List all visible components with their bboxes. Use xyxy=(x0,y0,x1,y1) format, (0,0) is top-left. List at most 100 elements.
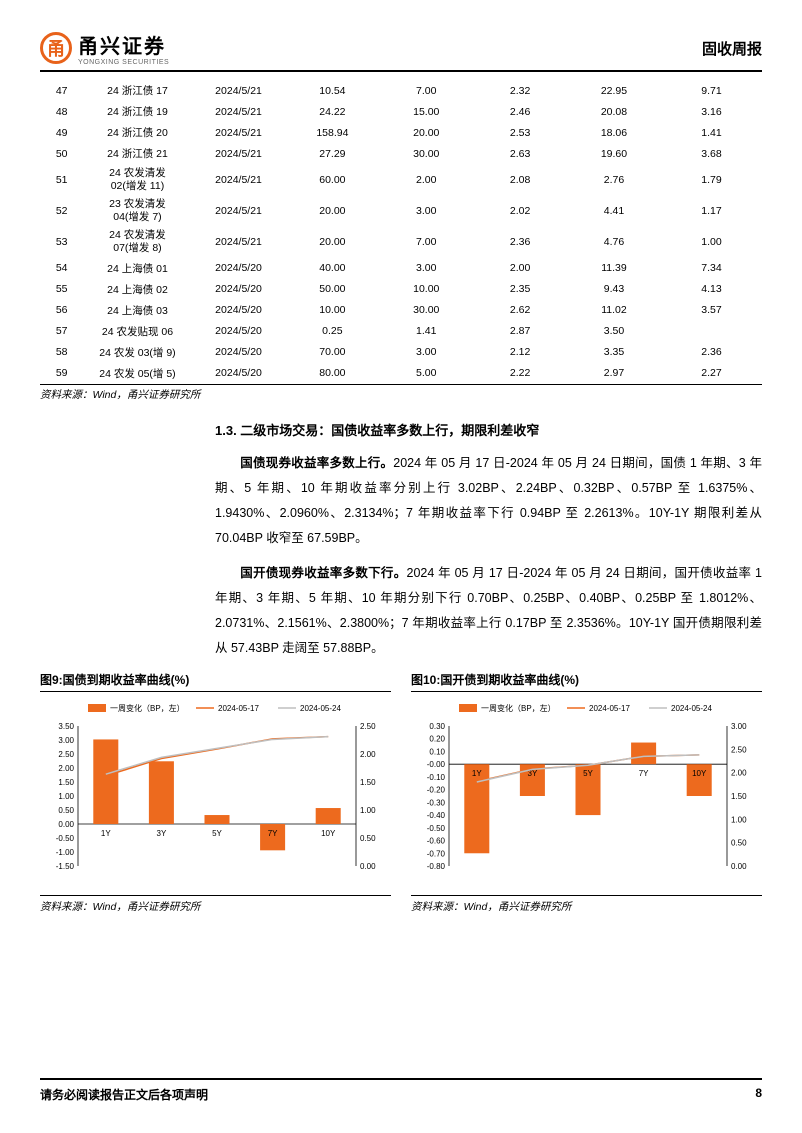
table-cell: 1.00 xyxy=(661,226,762,257)
table-cell: 80.00 xyxy=(285,363,379,385)
svg-text:-0.40: -0.40 xyxy=(427,811,446,820)
svg-text:0.20: 0.20 xyxy=(429,734,445,743)
table-cell: 3.00 xyxy=(379,258,473,279)
svg-text:0.00: 0.00 xyxy=(360,862,376,871)
table-cell: 2024/5/21 xyxy=(192,164,286,195)
table-cell: 4.76 xyxy=(567,226,661,257)
table-source: 资料来源：Wind，甬兴证券研究所 xyxy=(40,387,762,402)
chart9-source: 资料来源：Wind，甬兴证券研究所 xyxy=(40,895,391,914)
svg-text:2.00: 2.00 xyxy=(731,768,747,777)
svg-text:2.50: 2.50 xyxy=(58,750,74,759)
table-cell: 3.50 xyxy=(567,321,661,342)
svg-text:-0.00: -0.00 xyxy=(427,760,446,769)
table-cell: 7.34 xyxy=(661,258,762,279)
table-row: 5024 浙江债 212024/5/2127.2930.002.6319.603… xyxy=(40,143,762,164)
logo-icon: 甬 xyxy=(40,32,72,64)
table-cell: 5.00 xyxy=(379,363,473,385)
page-header: 甬 甬兴证券 YONGXING SECURITIES 固收周报 xyxy=(40,30,762,72)
table-cell: 24.22 xyxy=(285,101,379,122)
logo-text: 甬兴证券 YONGXING SECURITIES xyxy=(78,30,169,66)
table-cell: 10.00 xyxy=(379,279,473,300)
svg-text:2024-05-24: 2024-05-24 xyxy=(300,704,341,713)
svg-text:7Y: 7Y xyxy=(268,829,278,838)
table-cell: 11.39 xyxy=(567,258,661,279)
table-cell: 57 xyxy=(40,321,83,342)
svg-text:10Y: 10Y xyxy=(692,769,707,778)
svg-text:2024-05-24: 2024-05-24 xyxy=(671,704,712,713)
svg-text:7Y: 7Y xyxy=(639,769,649,778)
table-cell: 49 xyxy=(40,122,83,143)
chart9-block: 图9:国债到期收益率曲线(%) 一周变化（BP，左）2024-05-172024… xyxy=(40,671,391,914)
table-row: 5124 农发清发 02(增发 11)2024/5/2160.002.002.0… xyxy=(40,164,762,195)
table-cell: 2.35 xyxy=(473,279,567,300)
table-cell: 1.79 xyxy=(661,164,762,195)
logo-cn: 甬兴证券 xyxy=(78,30,169,59)
svg-text:1Y: 1Y xyxy=(472,769,482,778)
table-cell: 2024/5/20 xyxy=(192,300,286,321)
table-cell: 2024/5/20 xyxy=(192,363,286,385)
table-cell: 40.00 xyxy=(285,258,379,279)
svg-text:10Y: 10Y xyxy=(321,829,336,838)
table-cell: 54 xyxy=(40,258,83,279)
table-cell: 2024/5/21 xyxy=(192,226,286,257)
table-cell: 48 xyxy=(40,101,83,122)
table-cell: 52 xyxy=(40,195,83,226)
svg-text:0.50: 0.50 xyxy=(58,806,74,815)
chart9-title: 图9:国债到期收益率曲线(%) xyxy=(40,671,391,692)
svg-text:-0.50: -0.50 xyxy=(56,834,75,843)
table-cell: 2024/5/21 xyxy=(192,195,286,226)
footer-note: 请务必阅读报告正文后各项声明 xyxy=(40,1086,208,1103)
table-row: 5924 农发 05(增 5)2024/5/2080.005.002.222.9… xyxy=(40,363,762,385)
table-cell: 10.54 xyxy=(285,80,379,101)
table-cell: 2.00 xyxy=(379,164,473,195)
svg-text:5Y: 5Y xyxy=(583,769,593,778)
table-cell: 24 上海债 01 xyxy=(83,258,191,279)
table-cell: 2.87 xyxy=(473,321,567,342)
table-cell: 58 xyxy=(40,342,83,363)
table-cell: 3.00 xyxy=(379,195,473,226)
table-row: 4924 浙江债 202024/5/21158.9420.002.5318.06… xyxy=(40,122,762,143)
table-cell: 3.16 xyxy=(661,101,762,122)
table-cell: 11.02 xyxy=(567,300,661,321)
table-cell: 2.53 xyxy=(473,122,567,143)
table-row: 5223 农发清发 04(增发 7)2024/5/2120.003.002.02… xyxy=(40,195,762,226)
para2-lead: 国开债现券收益率多数下行。 xyxy=(240,566,407,580)
table-cell: 56 xyxy=(40,300,83,321)
svg-text:3.00: 3.00 xyxy=(58,736,74,745)
table-cell: 24 农发清发 02(增发 11) xyxy=(83,164,191,195)
section-title: 1.3. 二级市场交易：国债收益率多数上行，期限利差收窄 xyxy=(215,420,762,439)
table-cell: 7.00 xyxy=(379,80,473,101)
svg-text:0.50: 0.50 xyxy=(360,834,376,843)
paragraph-2: 国开债现券收益率多数下行。2024 年 05 月 17 日-2024 年 05 … xyxy=(215,561,762,661)
svg-text:2.00: 2.00 xyxy=(58,764,74,773)
table-cell: 24 农发清发 07(增发 8) xyxy=(83,226,191,257)
table-cell: 24 上海债 03 xyxy=(83,300,191,321)
table-cell: 1.41 xyxy=(661,122,762,143)
table-cell: 2.46 xyxy=(473,101,567,122)
svg-text:-0.80: -0.80 xyxy=(427,862,446,871)
table-cell: 1.17 xyxy=(661,195,762,226)
table-cell: 3.68 xyxy=(661,143,762,164)
table-cell: 4.13 xyxy=(661,279,762,300)
table-cell: 7.00 xyxy=(379,226,473,257)
table-row: 5324 农发清发 07(增发 8)2024/5/2120.007.002.36… xyxy=(40,226,762,257)
table-cell: 24 上海债 02 xyxy=(83,279,191,300)
svg-text:3Y: 3Y xyxy=(157,829,167,838)
svg-text:1Y: 1Y xyxy=(101,829,111,838)
svg-text:0.30: 0.30 xyxy=(429,722,445,731)
table-cell: 2.36 xyxy=(473,226,567,257)
svg-text:-0.30: -0.30 xyxy=(427,798,446,807)
table-cell: 24 浙江债 19 xyxy=(83,101,191,122)
table-cell: 0.25 xyxy=(285,321,379,342)
svg-text:1.50: 1.50 xyxy=(58,778,74,787)
table-cell: 15.00 xyxy=(379,101,473,122)
svg-text:-0.50: -0.50 xyxy=(427,823,446,832)
table-cell: 1.41 xyxy=(379,321,473,342)
table-cell: 2.08 xyxy=(473,164,567,195)
charts-row: 图9:国债到期收益率曲线(%) 一周变化（BP，左）2024-05-172024… xyxy=(40,671,762,914)
table-cell: 10.00 xyxy=(285,300,379,321)
logo: 甬 甬兴证券 YONGXING SECURITIES xyxy=(40,30,169,66)
svg-text:3.50: 3.50 xyxy=(58,722,74,731)
table-cell: 2.97 xyxy=(567,363,661,385)
table-cell: 2.32 xyxy=(473,80,567,101)
